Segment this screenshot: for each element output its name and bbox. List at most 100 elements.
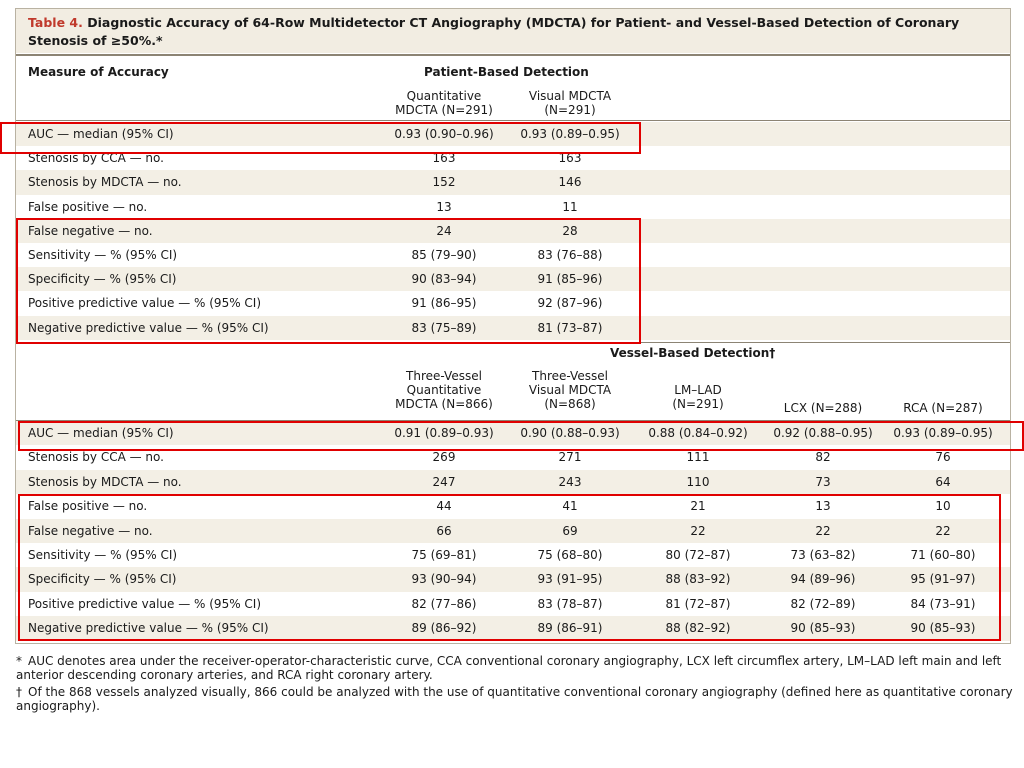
table-cell: 0.92 (0.88–0.95): [773, 426, 873, 440]
table-row-band: [16, 122, 1010, 147]
table-cell: 73: [815, 474, 831, 489]
table-cell: 76: [935, 450, 951, 465]
table-cell: 82: [815, 450, 831, 465]
table-frame: [15, 8, 1011, 644]
row-label: Stenosis by CCA — no.: [28, 151, 164, 166]
table-cell: 152: [432, 175, 456, 190]
patient-column-header: Quantitative MDCTA (N=291): [395, 89, 493, 117]
footnote-text: AUC denotes area under the receiver-oper…: [16, 654, 1002, 682]
table-cell: 75 (69–81): [411, 548, 477, 562]
table-row-band: [16, 267, 1010, 292]
table-cell: 80 (72–87): [665, 548, 731, 562]
table-cell: 89 (86–92): [411, 621, 477, 636]
table-cell: 90 (85–93): [910, 621, 976, 636]
table-cell: 83 (78–87): [537, 596, 603, 611]
table-cell: 0.91 (0.89–0.93): [394, 426, 494, 440]
table-cell: 163: [432, 151, 456, 166]
row-label: Specificity — % (95% CI): [28, 272, 177, 287]
table-cell: 243: [558, 474, 582, 489]
table-cell: 94 (89–96): [790, 572, 856, 587]
vessel-column-header: LM–LAD (N=291): [672, 383, 724, 411]
table-row-band: [16, 421, 1010, 446]
row-label: Negative predictive value — % (95% CI): [28, 621, 269, 636]
row-label: Negative predictive value — % (95% CI): [28, 320, 269, 335]
table-cell: 111: [686, 450, 710, 465]
table-cell: 22: [690, 523, 706, 538]
table-row-band: [16, 170, 1010, 195]
table-row-band: [16, 518, 1010, 543]
table-cell: 0.90 (0.88–0.93): [520, 426, 620, 440]
table-cell: 28: [562, 223, 578, 238]
table-cell: 271: [558, 450, 582, 465]
table-cell: 83 (75–89): [411, 320, 477, 335]
table-cell: 88 (83–92): [665, 572, 731, 587]
table-cell: 75 (68–80): [537, 548, 603, 562]
table-cell: 24: [436, 223, 452, 238]
vessel-column-header: Three-Vessel Quantitative MDCTA (N=866): [395, 369, 493, 411]
row-label: Specificity — % (95% CI): [28, 572, 177, 587]
table-cell: 0.88 (0.84–0.92): [648, 426, 748, 440]
table-cell: 89 (86–91): [537, 621, 603, 636]
table-cell: 71 (60–80): [910, 548, 976, 562]
row-label: Stenosis by CCA — no.: [28, 450, 164, 465]
table-row-band: [16, 218, 1010, 243]
table-row-band: [16, 567, 1010, 592]
table-cell: 22: [815, 523, 831, 538]
measure-header: Measure of Accuracy: [28, 65, 169, 79]
caption-band: [16, 9, 1010, 53]
table-row-band: [16, 469, 1010, 495]
row-label: Positive predictive value — % (95% CI): [28, 596, 262, 611]
table-cell: 11: [562, 199, 578, 214]
table-row-band: [16, 616, 1010, 641]
table-cell: 64: [935, 474, 951, 489]
table-cell: 91 (86–95): [411, 296, 477, 311]
table-cell: 0.93 (0.89–0.95): [893, 426, 993, 440]
highlight-box-vessel-auc: [18, 421, 1024, 451]
highlight-box-vessel-metrics: [18, 494, 1001, 641]
table-cell: 21: [690, 499, 706, 514]
table-cell: 44: [436, 499, 452, 514]
vessel-column-header: Three-Vessel Visual MDCTA (N=868): [528, 369, 612, 411]
table-cell: 92 (87–96): [537, 296, 603, 311]
row-label: Sensitivity — % (95% CI): [28, 248, 178, 262]
table-cell: 95 (91–97): [910, 572, 976, 587]
row-label: False positive — no.: [28, 199, 148, 214]
vessel-section-header: Vessel-Based Detection†: [610, 346, 776, 360]
table-row-band: [16, 315, 1010, 340]
table-cell: 66: [436, 523, 452, 538]
table-cell: 81 (73–87): [537, 320, 603, 335]
table-cell: 247: [432, 474, 456, 489]
highlight-box-patient-auc: [0, 122, 641, 154]
row-label: AUC — median (95% CI): [28, 426, 174, 440]
table-cell: 93 (90–94): [411, 572, 477, 587]
table-cell: 73 (63–82): [790, 548, 856, 562]
highlight-box-patient-metrics: [16, 218, 641, 344]
table-cell: 91 (85–96): [537, 272, 603, 287]
table-cell: 146: [558, 175, 582, 190]
table-cell: 90 (85–93): [790, 621, 856, 636]
vessel-column-header: RCA (N=287): [903, 401, 983, 415]
row-label: False positive — no.: [28, 499, 148, 514]
footnote-text: Of the 868 vessels analyzed visually, 86…: [16, 685, 1013, 713]
row-label: Stenosis by MDCTA — no.: [28, 474, 182, 489]
footnote-mark: †: [16, 685, 22, 699]
table-cell: 269: [432, 450, 456, 465]
table-cell: 82 (72–89): [790, 596, 856, 611]
patient-section-header: Patient-Based Detection: [424, 65, 589, 79]
table-cell: 83 (76–88): [537, 248, 603, 262]
footnote: * AUC denotes area under the receiver-ope…: [16, 654, 1016, 682]
table-cell: 85 (79–90): [411, 248, 477, 262]
table-cell: 13: [815, 499, 831, 514]
row-label: False negative — no.: [28, 223, 153, 238]
vessel-column-header: LCX (N=288): [783, 401, 863, 415]
row-label: Stenosis by MDCTA — no.: [28, 175, 182, 190]
table-cell: 10: [935, 499, 951, 514]
patient-column-header: Visual MDCTA (N=291): [528, 89, 612, 117]
vessel-header-rule: [16, 420, 1010, 421]
table-cell: 0.93 (0.90–0.96): [394, 127, 494, 141]
patient-header-rule: [16, 120, 1010, 121]
table-cell: 22: [935, 523, 951, 538]
table-cell: 41: [562, 499, 578, 514]
footnote-mark: *: [16, 654, 22, 668]
footnote: † Of the 868 vessels analyzed visually, 8…: [16, 685, 1016, 713]
